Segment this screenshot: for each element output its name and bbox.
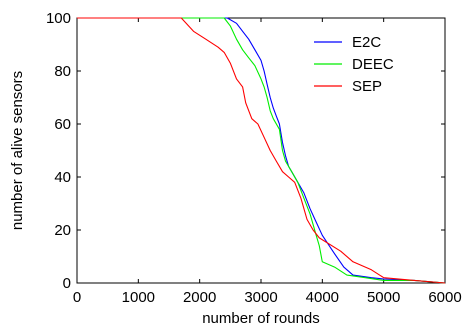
series-line-e2c [77,17,446,284]
x-tick-label: 2000 [183,289,216,306]
x-tick-label: 0 [73,289,81,306]
x-axis-label: number of rounds [202,310,320,327]
y-tick-label: 60 [54,116,71,133]
tick-labels: 0 1000 2000 3000 4000 5000 6000 0 20 40 60 80 100 [46,10,462,306]
legend: E2C DEEC SEP [308,28,438,100]
y-tick-label: 0 [63,275,71,292]
y-tick-label: 80 [54,63,71,80]
y-tick-label: 20 [54,222,71,239]
x-tick-label: 1000 [122,289,155,306]
x-tick-label: 4000 [306,289,339,306]
y-tick-label: 40 [54,169,71,186]
y-axis-label: number of alive sensors [9,71,26,230]
x-tick-label: 5000 [367,289,400,306]
y-tick-label: 100 [46,10,71,27]
legend-label-sep: SEP [352,78,382,95]
series-lines [77,17,446,284]
series-line-sep [77,17,446,284]
x-tick-label: 3000 [244,289,277,306]
x-tick-label: 6000 [428,289,461,306]
series-line-deec [77,17,446,284]
legend-label-deec: DEEC [352,56,394,73]
legend-label-e2c: E2C [352,34,381,51]
